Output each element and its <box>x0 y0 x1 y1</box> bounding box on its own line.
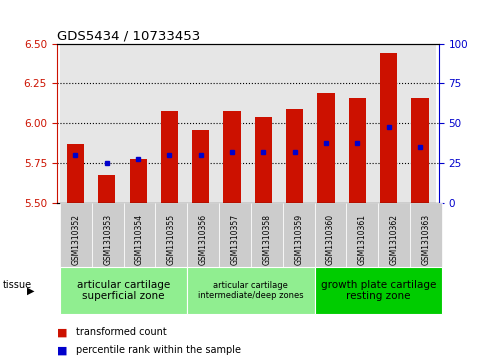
Bar <box>98 175 115 203</box>
Bar <box>192 130 210 203</box>
Text: articular cartilage
superficial zone: articular cartilage superficial zone <box>77 280 170 301</box>
Bar <box>161 111 178 203</box>
Bar <box>349 98 366 203</box>
Text: GSM1310356: GSM1310356 <box>199 214 208 265</box>
Text: transformed count: transformed count <box>76 327 167 337</box>
Text: GSM1310358: GSM1310358 <box>262 214 271 265</box>
Text: GSM1310362: GSM1310362 <box>389 214 399 265</box>
Text: growth plate cartilage
resting zone: growth plate cartilage resting zone <box>320 280 436 301</box>
Text: GSM1310359: GSM1310359 <box>294 214 303 265</box>
Bar <box>286 109 303 203</box>
Bar <box>255 117 272 203</box>
Bar <box>411 98 428 203</box>
Text: GSM1310361: GSM1310361 <box>358 214 367 265</box>
Text: GSM1310355: GSM1310355 <box>167 214 176 265</box>
Bar <box>122 44 154 203</box>
Text: GSM1310360: GSM1310360 <box>326 214 335 265</box>
Bar <box>130 159 147 203</box>
Bar <box>216 44 247 203</box>
Bar <box>279 44 311 203</box>
Text: tissue: tissue <box>2 280 32 290</box>
Bar <box>311 44 342 203</box>
Bar <box>342 44 373 203</box>
Bar <box>154 44 185 203</box>
Bar <box>67 144 84 203</box>
Text: GSM1310352: GSM1310352 <box>71 214 80 265</box>
Bar <box>380 53 397 203</box>
Bar <box>247 44 279 203</box>
Text: ■: ■ <box>57 327 67 337</box>
Text: articular cartilage
intermediate/deep zones: articular cartilage intermediate/deep zo… <box>198 281 304 300</box>
Bar <box>317 93 335 203</box>
Text: GDS5434 / 10733453: GDS5434 / 10733453 <box>57 29 200 42</box>
Bar <box>60 44 91 203</box>
Bar <box>404 44 436 203</box>
Text: percentile rank within the sample: percentile rank within the sample <box>76 345 242 355</box>
Bar <box>91 44 122 203</box>
Text: ■: ■ <box>57 345 67 355</box>
Bar <box>185 44 216 203</box>
Text: ▶: ▶ <box>27 285 35 295</box>
Text: GSM1310353: GSM1310353 <box>103 214 112 265</box>
Text: GSM1310363: GSM1310363 <box>422 214 430 265</box>
Text: GSM1310357: GSM1310357 <box>231 214 240 265</box>
Bar <box>373 44 404 203</box>
Text: GSM1310354: GSM1310354 <box>135 214 144 265</box>
Bar <box>223 111 241 203</box>
